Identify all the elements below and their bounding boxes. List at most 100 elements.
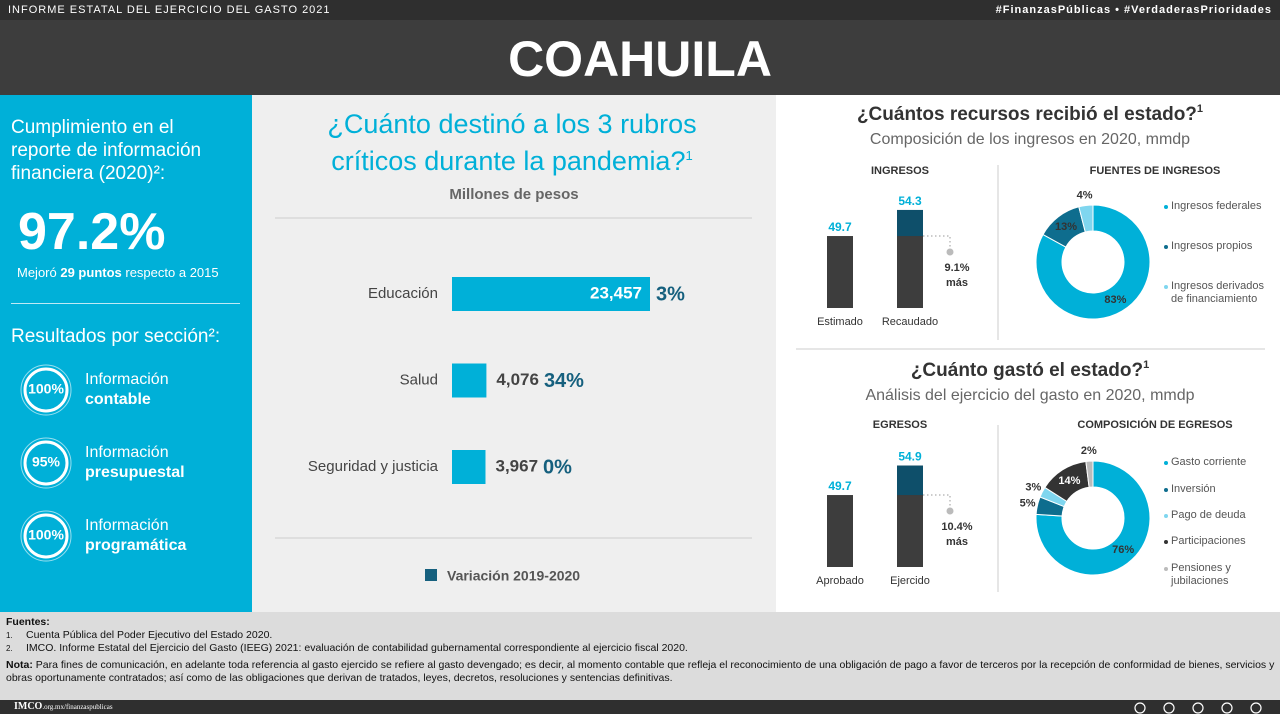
donut-label: 76% <box>1112 544 1134 556</box>
section-label: Información <box>85 517 169 534</box>
brand: IMCO.org.mx/finanzaspublicas <box>14 701 113 712</box>
legend-bullet <box>1164 567 1168 571</box>
legend-label: Inversión <box>1171 483 1216 495</box>
footnote: 1 <box>1143 359 1149 371</box>
category-label: Aprobado <box>816 575 864 587</box>
variation-label: 34% <box>544 370 584 392</box>
report-name: INFORME ESTATAL DEL EJERCICIO DEL GASTO … <box>8 4 331 16</box>
section-title: ¿Cuántos recursos recibió el estado?1 <box>857 103 1203 125</box>
legend-label: Variación 2019-2020 <box>447 568 580 584</box>
donut-label: 5% <box>1020 497 1036 509</box>
donut-label: 83% <box>1104 294 1126 306</box>
variation-label: 0% <box>543 456 572 478</box>
legend-label: Ingresos federales <box>1171 200 1262 212</box>
legend-label: Pensiones y jubilaciones <box>1171 562 1231 587</box>
source-number: 1. <box>6 631 13 640</box>
donut-segment <box>1035 460 1151 576</box>
question: ¿Cuánto gastó el estado? <box>911 360 1143 381</box>
donut-label: 14% <box>1058 475 1080 487</box>
legend-swatch <box>425 569 437 581</box>
legend-bullet <box>1164 205 1168 209</box>
ring <box>23 440 69 486</box>
chart-title: EGRESOS <box>873 419 927 431</box>
compliance-heading: Cumplimiento en el reporte de informació… <box>11 117 202 184</box>
section-subtitle: Composición de los ingresos en 2020, mmd… <box>870 131 1190 148</box>
increase <box>897 209 923 237</box>
section-percent: 95% <box>32 454 61 470</box>
brand-name: IMCO <box>14 701 43 712</box>
sections-heading: Resultados por sección²: <box>11 326 221 347</box>
category-label: Salud <box>400 371 438 388</box>
donut-segment <box>1085 460 1094 488</box>
compliance-note: Mejoró 29 puntos respecto a 2015 <box>17 265 219 280</box>
legend-bullet <box>1164 245 1168 249</box>
bar <box>827 495 853 567</box>
connector-dot <box>946 248 954 256</box>
legend-bullet <box>1164 514 1168 518</box>
source: 2. IMCO. Informe Estatal del Ejercicio de… <box>6 642 1276 655</box>
section-percent: 100% <box>28 381 64 397</box>
category-label: Estimado <box>817 316 863 328</box>
question: ¿Cuántos recursos recibió el estado? <box>857 104 1197 125</box>
section-percent: 100% <box>28 527 64 543</box>
section-label: Información <box>85 444 169 461</box>
donut-segment <box>1078 204 1094 233</box>
note-text: Para fines de comunicación, en adelante … <box>6 659 1275 684</box>
bar <box>452 277 650 311</box>
legend-label: Gasto corriente <box>1171 456 1247 468</box>
right-panel <box>776 95 1280 612</box>
section-label: programática <box>85 537 186 554</box>
value-label: 49.7 <box>828 479 852 493</box>
increase-note: más <box>946 277 968 289</box>
legend-label: Pago de deuda <box>1171 509 1246 521</box>
units: Millones de pesos <box>449 186 579 203</box>
increase <box>897 465 923 496</box>
note-points: 29 puntos <box>60 265 122 280</box>
source: 1. Cuenta Pública del Poder Ejecutivo del… <box>6 629 1276 642</box>
value-label: 54.3 <box>898 194 922 208</box>
chart-title: COMPOSICIÓN DE EGRESOS <box>1077 418 1232 431</box>
donut-label: 4% <box>1077 189 1093 201</box>
note-text: respecto a 2015 <box>121 265 219 280</box>
social-icons <box>1134 702 1262 714</box>
bottom-bar <box>0 700 1280 714</box>
legend-bullet <box>1164 461 1168 465</box>
compliance-value: 97.2% <box>18 203 166 261</box>
section-label: presupuestal <box>85 464 185 481</box>
ring <box>20 364 72 416</box>
chart-title: FUENTES DE INGRESOS <box>1090 165 1221 177</box>
legend-label: Participaciones <box>1171 535 1246 547</box>
section-subtitle: Análisis del ejercicio del gasto en 2020… <box>865 387 1194 404</box>
legend-bullet <box>1164 540 1168 544</box>
donut-label: 2% <box>1081 445 1097 457</box>
sources-title: Fuentes: <box>6 616 50 628</box>
hashtags: #FinanzasPúblicas • #VerdaderasPrioridad… <box>995 4 1272 16</box>
value-label: 54.9 <box>898 450 922 464</box>
middle-panel <box>252 95 776 612</box>
divider <box>11 303 240 304</box>
note: Nota: Para fines de comunicación, en ade… <box>6 659 1276 685</box>
value-label: 49.7 <box>828 220 852 234</box>
footnote: 1 <box>685 148 693 163</box>
connector <box>923 494 951 512</box>
note-title: Nota: <box>6 659 33 671</box>
legend-label: Ingresos derivados de financiamiento <box>1171 280 1264 305</box>
category-label: Seguridad y justicia <box>308 458 439 475</box>
left-panel <box>0 95 252 612</box>
connector-dot <box>946 507 954 515</box>
legend-label: Ingresos propios <box>1171 240 1253 252</box>
sources: 1. Cuenta Pública del Poder Ejecutivo del… <box>6 629 1276 655</box>
ring <box>23 513 69 559</box>
category-label: Educación <box>368 285 438 302</box>
note-text: Mejoró <box>17 265 61 280</box>
section-label: contable <box>85 391 151 408</box>
bar <box>452 450 486 484</box>
bar <box>452 363 487 398</box>
section-label: Información <box>85 371 169 388</box>
source-text: IMCO. Informe Estatal del Ejercicio del … <box>26 642 688 654</box>
legend-bullet <box>1164 488 1168 492</box>
ring <box>20 510 72 562</box>
variation-label: 3% <box>656 283 685 305</box>
